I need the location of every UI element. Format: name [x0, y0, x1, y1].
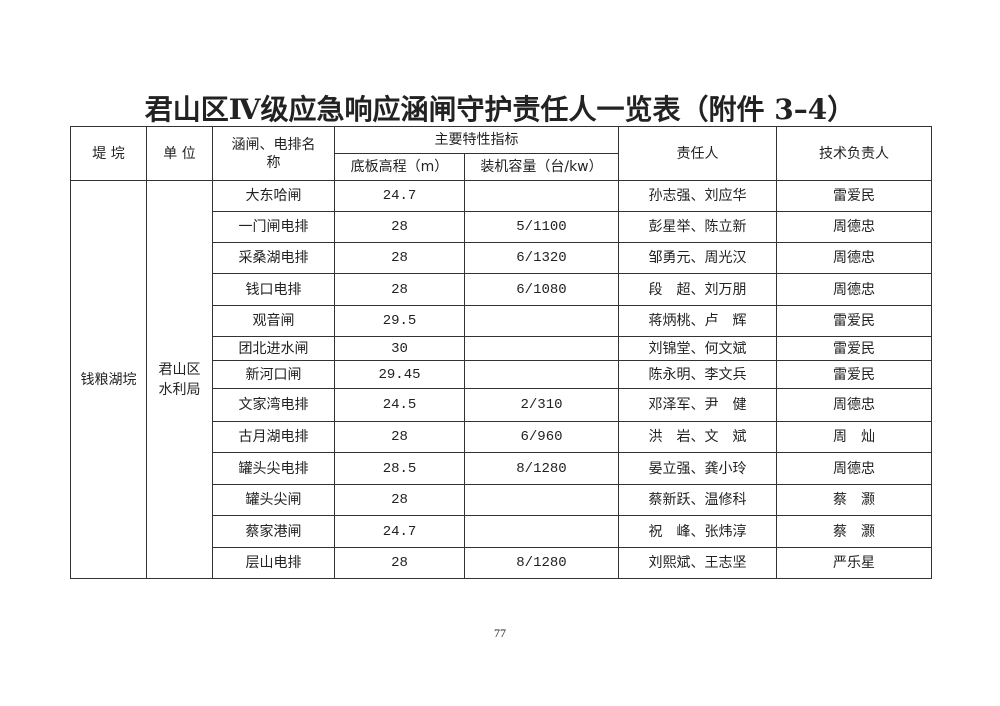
header-responsible: 责任人 [618, 126, 777, 181]
header-dike: 堤 垸 [70, 126, 147, 181]
elevation-cell: 29.5 [334, 305, 465, 337]
elevation-cell: 28 [334, 484, 465, 516]
responsible-cell: 祝 峰、张炜淳 [618, 515, 777, 548]
name-cell: 团北进水闸 [212, 336, 335, 361]
table-row: 罐头尖闸 28 蔡新跃、温修科蔡 灏 [71, 484, 932, 516]
dike-cell: 钱粮湖垸 [70, 180, 147, 579]
capacity-cell: 6/1080 [464, 273, 619, 306]
name-cell: 蔡家港闸 [212, 515, 335, 548]
name-cell: 新河口闸 [212, 360, 335, 389]
header-tech: 技术负责人 [776, 126, 932, 181]
capacity-cell: 8/1280 [464, 452, 619, 485]
table-row: 文家湾电排 24.5 2/310 邓泽军、尹 健周德忠 [71, 388, 932, 422]
elevation-cell: 29.45 [334, 360, 465, 389]
elevation-cell: 28 [334, 547, 465, 579]
responsible-cell: 刘熙斌、王志坚 [618, 547, 777, 579]
name-cell: 一门闸电排 [212, 211, 335, 243]
responsible-cell: 晏立强、龚小玲 [618, 452, 777, 485]
capacity-cell: 2/310 [464, 388, 619, 422]
responsible-cell: 彭星举、陈立新 [618, 211, 777, 243]
responsible-cell: 孙志强、刘应华 [618, 180, 777, 212]
name-cell: 古月湖电排 [212, 421, 335, 453]
capacity-cell [464, 305, 619, 337]
capacity-cell: 5/1100 [464, 211, 619, 243]
tech-cell: 蔡 灏 [776, 484, 932, 516]
elevation-cell: 24.5 [334, 388, 465, 422]
capacity-cell [464, 180, 619, 212]
tech-cell: 周德忠 [776, 388, 932, 422]
name-cell: 罐头尖电排 [212, 452, 335, 485]
document-title: 君山区Ⅳ级应急响应涵闸守护责任人一览表（附件 3–4） [144, 93, 856, 126]
table-row: 一门闸电排 28 5/1100 彭星举、陈立新 周德忠 [71, 211, 932, 243]
responsible-cell: 段 超、刘万朋 [618, 273, 777, 306]
tech-cell: 雷爱民 [776, 305, 932, 337]
tech-cell: 雷爱民 [776, 180, 932, 212]
elevation-cell: 28 [334, 273, 465, 306]
tech-cell: 严乐星 [776, 547, 932, 579]
responsibility-table: 堤 垸 单 位 涵闸、电排名称 主要特性指标 责任人 技术负责人 底板高程（m）… [70, 126, 932, 579]
tech-cell: 蔡 灏 [776, 515, 932, 548]
capacity-cell: 8/1280 [464, 547, 619, 579]
elevation-cell: 24.7 [334, 515, 465, 548]
header-name: 涵闸、电排名称 [212, 126, 335, 181]
capacity-cell [464, 360, 619, 389]
header-elevation: 底板高程（m） [334, 153, 465, 181]
elevation-cell: 24.7 [334, 180, 465, 212]
responsible-cell: 蔡新跃、温修科 [618, 484, 777, 516]
elevation-cell: 28 [334, 242, 465, 274]
tech-cell: 雷爱民 [776, 360, 932, 389]
tech-cell: 周德忠 [776, 242, 932, 274]
name-cell: 钱口电排 [212, 273, 335, 306]
tech-cell: 周德忠 [776, 452, 932, 485]
table-row: 钱口电排 28 6/1080 段 超、刘万朋 周德忠 [71, 273, 932, 306]
header-capacity: 装机容量（台/kw） [464, 153, 619, 181]
name-cell: 观音闸 [212, 305, 335, 337]
name-cell: 罐头尖闸 [212, 484, 335, 516]
tech-cell: 周德忠 [776, 273, 932, 306]
name-cell: 层山电排 [212, 547, 335, 579]
tech-cell: 周 灿 [776, 421, 932, 453]
responsible-cell: 蒋炳桃、卢 辉 [618, 305, 777, 337]
table-row: 采桑湖电排 28 6/1320 邹勇元、周光汉 周德忠 [71, 242, 932, 274]
elevation-cell: 30 [334, 336, 465, 361]
table-row: 新河口闸 29.45 陈永明、李文兵 雷爱民 [71, 360, 932, 389]
page-number: 77 [494, 626, 506, 640]
responsible-cell: 洪 岩、文 斌 [618, 421, 777, 453]
capacity-cell: 6/1320 [464, 242, 619, 274]
responsible-cell: 陈永明、李文兵 [618, 360, 777, 389]
table-row: 层山电排 28 8/1280 刘熙斌、王志坚 严乐星 [71, 547, 932, 579]
tech-cell: 雷爱民 [776, 336, 932, 361]
responsible-cell: 邹勇元、周光汉 [618, 242, 777, 274]
header-unit: 单 位 [146, 126, 213, 181]
name-cell: 大东哈闸 [212, 180, 335, 212]
capacity-cell [464, 515, 619, 548]
unit-cell: 君山区水利局 [146, 180, 213, 579]
responsible-cell: 刘锦堂、何文斌 [618, 336, 777, 361]
table-row: 钱粮湖垸 君山区水利局 大东哈闸 24.7 孙志强、刘应华 雷爱民 [70, 180, 932, 579]
name-cell: 文家湾电排 [212, 388, 335, 422]
elevation-cell: 28 [334, 421, 465, 453]
capacity-cell [464, 336, 619, 361]
table-row: 观音闸 29.5 蒋炳桃、卢 辉雷爱民 [71, 305, 932, 337]
capacity-cell: 6/960 [464, 421, 619, 453]
header-indicators: 主要特性指标 [334, 126, 619, 154]
table-row: 古月湖电排 28 6/960 洪 岩、文 斌周 灿 [71, 421, 932, 453]
tech-cell: 周德忠 [776, 211, 932, 243]
elevation-cell: 28.5 [334, 452, 465, 485]
capacity-cell [464, 484, 619, 516]
name-cell: 采桑湖电排 [212, 242, 335, 274]
responsible-cell: 邓泽军、尹 健 [618, 388, 777, 422]
elevation-cell: 28 [334, 211, 465, 243]
